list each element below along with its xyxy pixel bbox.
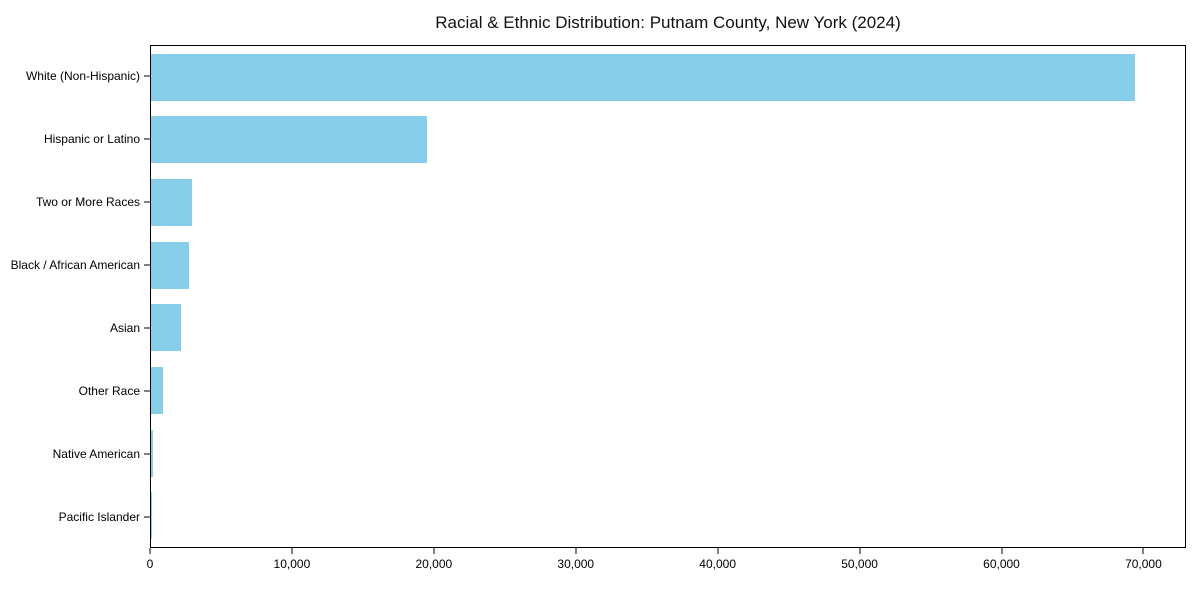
y-tick-label: Other Race: [78, 383, 140, 398]
y-tick-row: Other Race: [0, 359, 150, 422]
bar-row: [151, 422, 1185, 485]
y-axis: White (Non-Hispanic) Hispanic or Latino Tw…: [0, 45, 150, 548]
bar-row: [151, 359, 1185, 422]
x-tick-label: 70,000: [1125, 557, 1162, 571]
bar-row: [151, 297, 1185, 360]
x-tick-label: 20,000: [415, 557, 453, 571]
y-tick-row: Black / African American: [0, 234, 150, 297]
bar-row: [151, 171, 1185, 234]
x-tick-mark: [1142, 548, 1144, 554]
y-tick-label: Pacific Islander: [58, 509, 140, 524]
bar: [151, 304, 181, 352]
y-tick-mark: [144, 327, 150, 329]
x-tick-mark: [859, 548, 861, 554]
y-tick-mark: [144, 75, 150, 77]
y-tick-row: Pacific Islander: [0, 485, 150, 548]
chart-title: Racial & Ethnic Distribution: Putnam Cou…: [435, 13, 901, 32]
y-tick-mark: [144, 138, 150, 140]
x-tick-label: 10,000: [273, 557, 311, 571]
y-tick-row: White (Non-Hispanic): [0, 45, 150, 108]
x-tick-label: 30,000: [557, 557, 595, 571]
x-tick-mark: [717, 548, 719, 554]
bar-row: [151, 484, 1185, 547]
bar: [151, 53, 1136, 101]
y-tick-mark: [144, 390, 150, 392]
bars-container: [151, 46, 1185, 547]
y-tick-mark: [144, 264, 150, 266]
bar: [151, 366, 164, 414]
y-tick-label: Two or More Races: [35, 195, 140, 210]
y-tick-row: Hispanic or Latino: [0, 108, 150, 171]
x-tick-mark: [433, 548, 435, 554]
y-tick-row: Native American: [0, 422, 150, 485]
y-tick-label: Black / African American: [10, 258, 140, 273]
bar: [151, 179, 193, 227]
plot-area: [150, 45, 1186, 548]
bar: [151, 116, 428, 164]
y-tick-mark: [144, 201, 150, 203]
bar-row: [151, 46, 1185, 109]
y-tick-mark: [144, 516, 150, 518]
x-tick-label: 60,000: [983, 557, 1020, 571]
bar: [151, 429, 154, 477]
x-tick-label: 50,000: [841, 557, 878, 571]
y-tick-row: Asian: [0, 297, 150, 360]
y-tick-label: Hispanic or Latino: [43, 132, 140, 147]
bar-row: [151, 109, 1185, 172]
x-tick-label: 0: [146, 557, 154, 571]
x-tick-mark: [575, 548, 577, 554]
bar-row: [151, 234, 1185, 297]
x-axis: 0 10,000 20,000 30,000 40,000 50,000 60,000 70,…: [146, 548, 1186, 588]
bar: [151, 241, 189, 289]
y-tick-row: Two or More Races: [0, 171, 150, 234]
x-tick-mark: [291, 548, 293, 554]
y-tick-label: White (Non-Hispanic): [25, 69, 140, 84]
x-tick-label: 40,000: [699, 557, 737, 571]
x-tick-mark: [149, 548, 151, 554]
y-tick-label: Asian: [109, 320, 140, 335]
y-tick-label: Native American: [52, 446, 140, 461]
x-tick-mark: [1001, 548, 1002, 554]
y-tick-mark: [144, 453, 150, 455]
